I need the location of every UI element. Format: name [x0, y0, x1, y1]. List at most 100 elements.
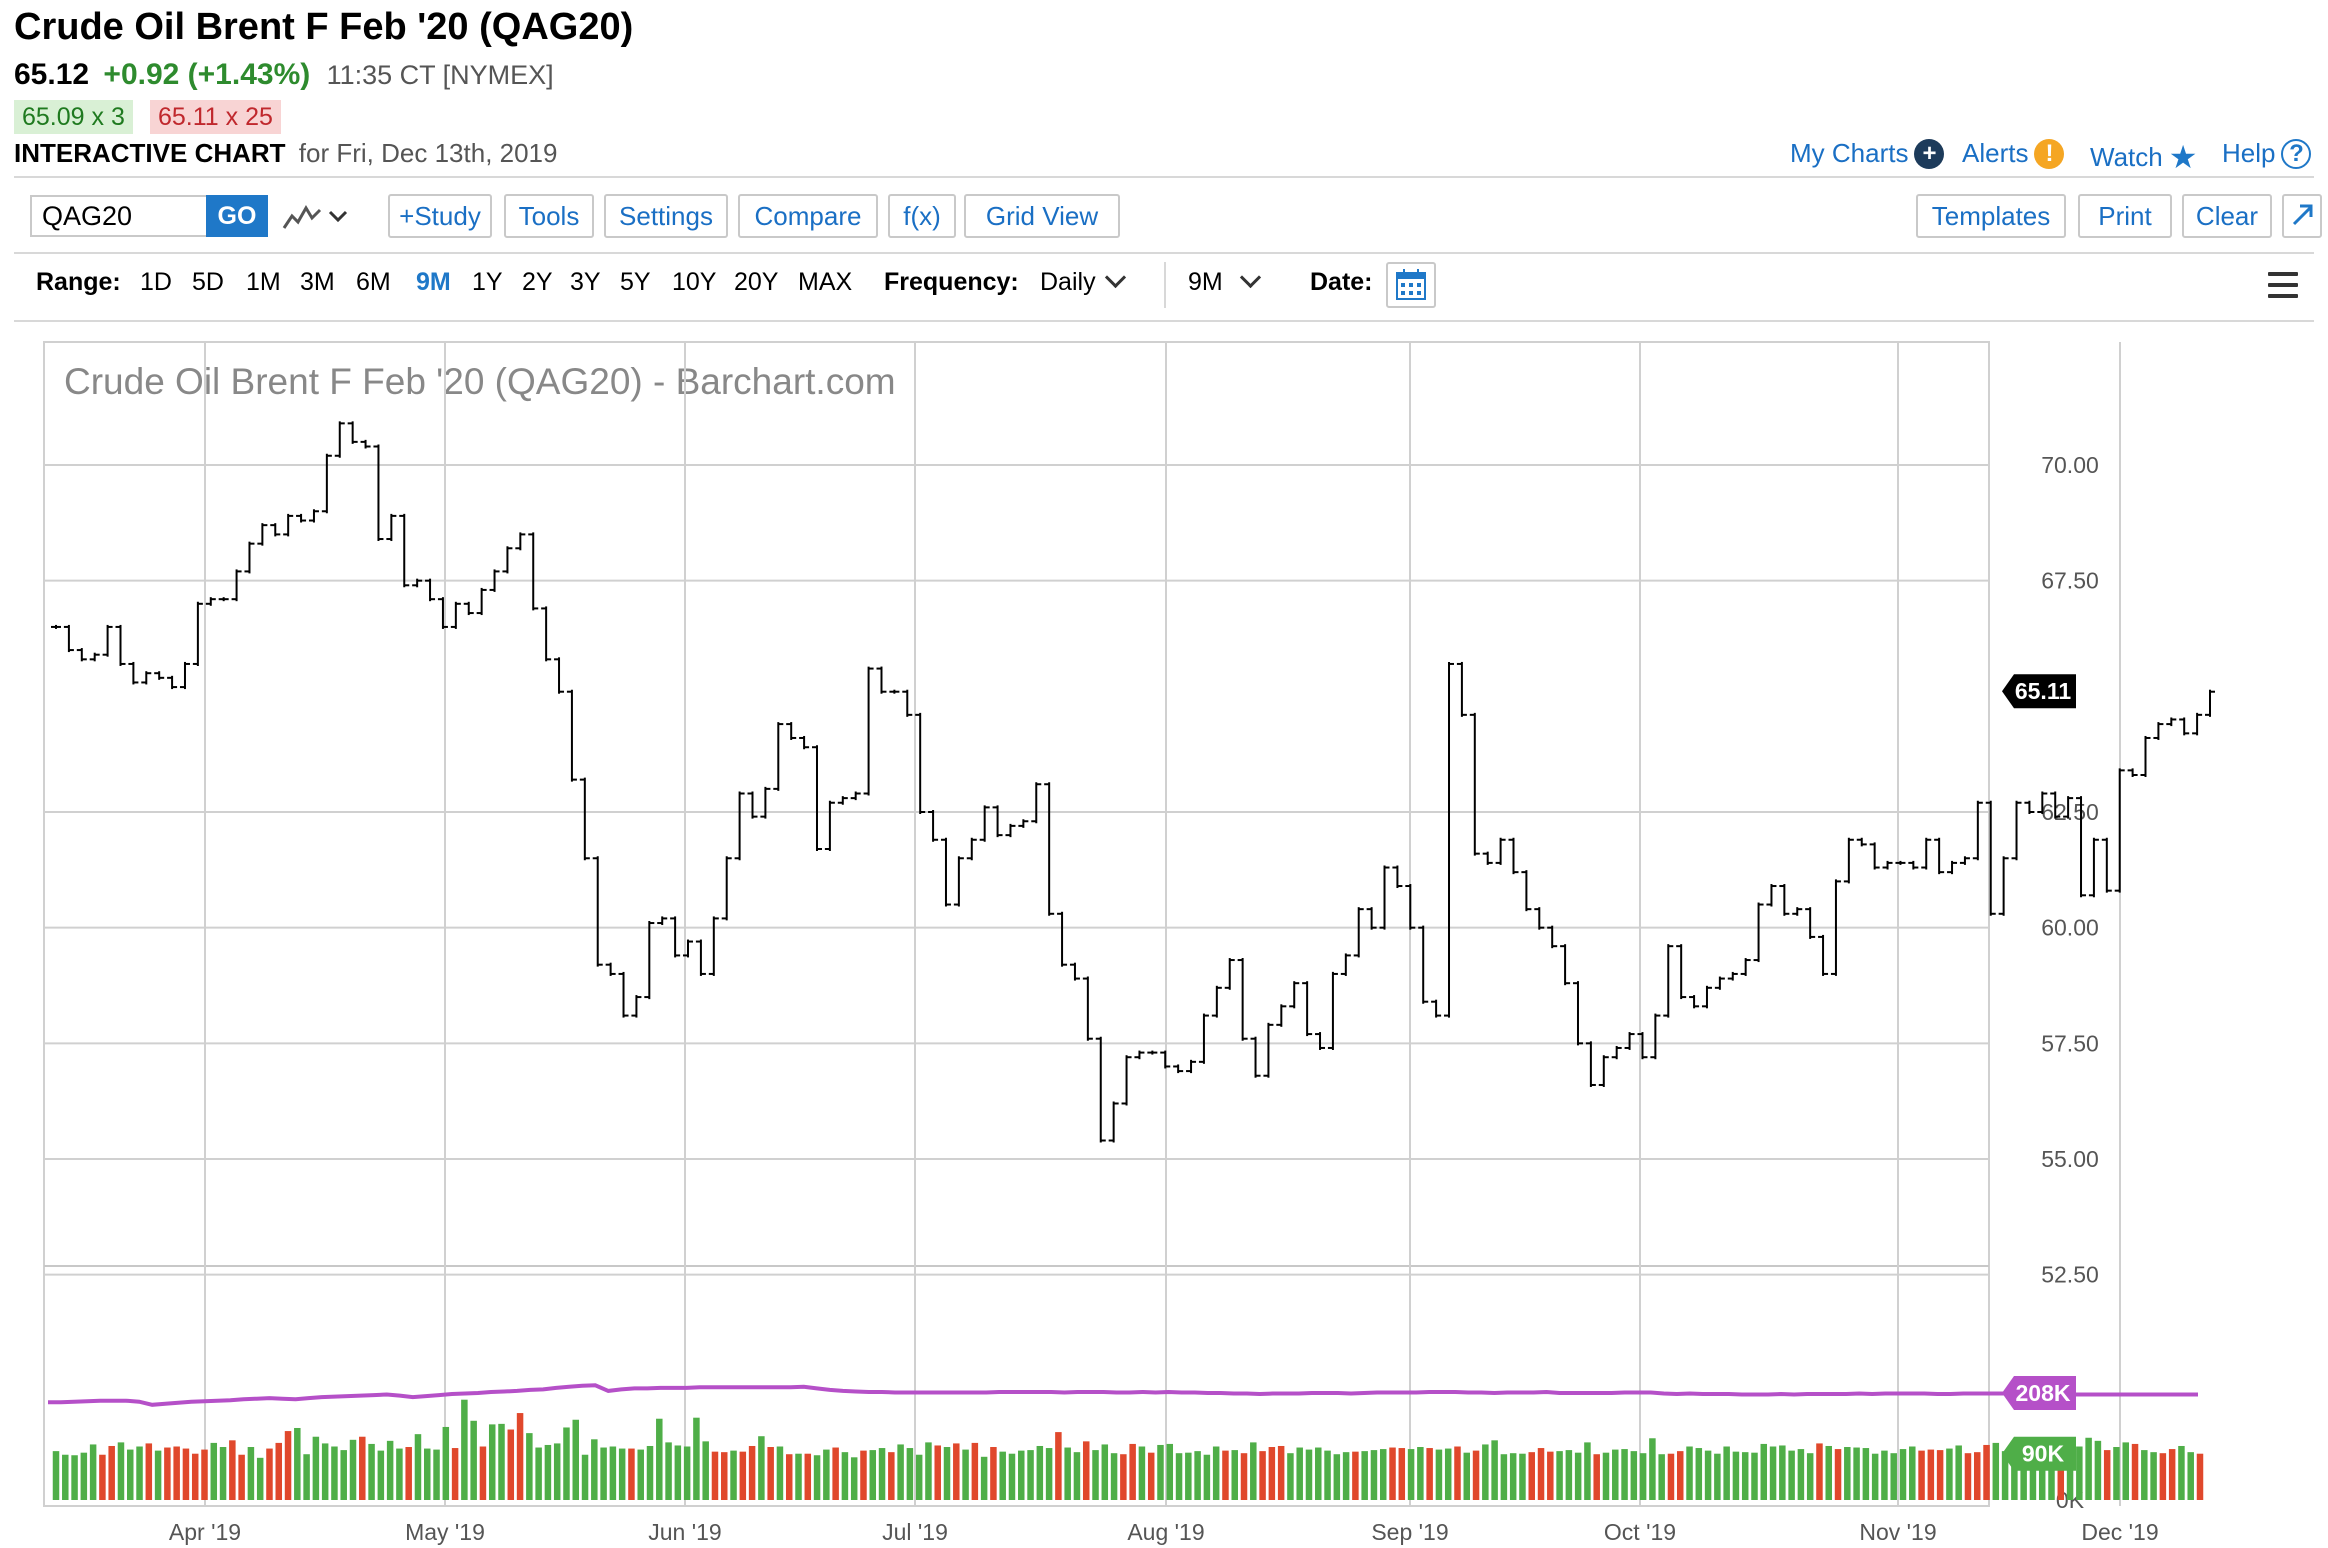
symbol-input[interactable]: [30, 195, 206, 237]
volume-bar: [1482, 1444, 1489, 1500]
volume-bar: [321, 1443, 329, 1500]
volume-average-line: [48, 1383, 2198, 1407]
range-1d[interactable]: 1D: [140, 268, 172, 296]
volume-bar: [2103, 1450, 2111, 1500]
volume-bar: [1082, 1441, 1090, 1500]
period-select[interactable]: 9M: [1188, 266, 1261, 297]
volume-bar: [758, 1436, 765, 1500]
alerts-link[interactable]: Alerts !: [1962, 138, 2065, 169]
volume-bar: [414, 1434, 422, 1500]
volume-bar: [340, 1450, 347, 1500]
hamburger-menu-icon[interactable]: [2268, 272, 2298, 305]
volume-bar: [284, 1431, 292, 1500]
volume-bar: [841, 1452, 849, 1500]
volume-bar: [1008, 1453, 1016, 1500]
volume-bar: [1500, 1454, 1508, 1500]
calendar-button[interactable]: [1386, 262, 1436, 308]
range-5d[interactable]: 5D: [192, 268, 224, 296]
my-charts-link[interactable]: My Charts +: [1790, 138, 1945, 169]
divider: [14, 176, 2314, 178]
volume-bar: [1426, 1448, 1433, 1500]
volume-bar: [405, 1447, 412, 1500]
volume-bar: [1909, 1446, 1916, 1500]
volume-bar: [1194, 1451, 1201, 1500]
volume-bar: [1992, 1442, 2000, 1500]
settings-button[interactable]: Settings: [604, 194, 728, 238]
chart-type-button[interactable]: [280, 198, 350, 234]
volume-bar: [1018, 1450, 1025, 1500]
expand-button[interactable]: [2282, 194, 2322, 238]
question-icon: ?: [2281, 138, 2312, 169]
volume-bar: [1788, 1450, 1795, 1500]
volume-bar: [823, 1449, 830, 1500]
fx-button[interactable]: f(x): [888, 194, 956, 238]
clear-button[interactable]: Clear: [2182, 194, 2272, 238]
volume-bar: [266, 1448, 273, 1500]
last-price-badge: 65.11: [2015, 678, 2071, 704]
volume-bar: [609, 1446, 617, 1500]
price-tick-label: 67.50: [2041, 568, 2099, 594]
volume-bar: [127, 1449, 134, 1500]
grid-view-button[interactable]: Grid View: [964, 194, 1120, 238]
volume-bar: [1472, 1450, 1480, 1500]
chart-title: Crude Oil Brent F Feb '20 (QAG20) - Barc…: [64, 361, 896, 402]
volume-bar: [136, 1446, 143, 1500]
range-6m[interactable]: 6M: [356, 268, 391, 296]
volume-bar: [1816, 1443, 1823, 1500]
volume-bar: [1389, 1447, 1396, 1500]
volume-bar: [990, 1447, 997, 1500]
volume-bar: [1890, 1453, 1897, 1500]
volume-bar: [572, 1419, 580, 1500]
volume-bar: [2066, 1451, 2074, 1500]
expand-arrow-icon: [2292, 204, 2313, 226]
volume-bar: [498, 1423, 505, 1500]
volume-bar: [1844, 1447, 1851, 1500]
volume-bar: [1231, 1450, 1238, 1500]
volume-bar: [535, 1447, 542, 1500]
frequency-select[interactable]: Daily: [1040, 266, 1126, 297]
volume-bar: [1463, 1452, 1471, 1500]
go-button[interactable]: GO: [206, 195, 268, 237]
range-3y[interactable]: 3Y: [570, 268, 601, 296]
range-max[interactable]: MAX: [798, 268, 853, 296]
volume-bar: [1315, 1447, 1322, 1500]
volume-bar: [637, 1449, 644, 1500]
volume-bar: [368, 1443, 375, 1500]
range-1m[interactable]: 1M: [246, 268, 281, 296]
templates-button[interactable]: Templates: [1916, 194, 2066, 238]
range-20y[interactable]: 20Y: [734, 268, 779, 296]
watch-link[interactable]: Watch ★: [2090, 138, 2197, 176]
volume-bar: [1686, 1446, 1693, 1500]
volume-bar: [1324, 1450, 1331, 1500]
compare-button[interactable]: Compare: [738, 194, 878, 238]
volume-bar: [1212, 1446, 1220, 1500]
range-5y[interactable]: 5Y: [620, 268, 651, 296]
axis-badges: 65.11 208K 90K: [2002, 674, 2076, 1471]
range-10y[interactable]: 10Y: [672, 268, 717, 296]
volume-bar: [238, 1454, 245, 1500]
tools-button[interactable]: Tools: [504, 194, 594, 238]
study-button[interactable]: +Study: [388, 194, 492, 238]
volume-bar: [1101, 1444, 1109, 1500]
volume-bar: [2076, 1446, 2083, 1500]
volume-bar: [693, 1417, 700, 1500]
volume-bar: [646, 1445, 654, 1500]
volume-bar: [2057, 1449, 2065, 1500]
volume-bar: [906, 1448, 914, 1500]
volume-bar: [62, 1454, 69, 1500]
price-tick-label: 60.00: [2041, 915, 2099, 941]
volume-bar: [897, 1444, 904, 1500]
my-charts-label: My Charts: [1790, 138, 1909, 168]
frequency-label: Frequency:: [884, 268, 1019, 296]
range-3m[interactable]: 3M: [300, 268, 335, 296]
help-link[interactable]: Help ?: [2222, 138, 2312, 169]
volume-bar: [303, 1454, 310, 1500]
volume-bar: [553, 1443, 561, 1500]
print-button[interactable]: Print: [2078, 194, 2172, 238]
volume-bar: [1361, 1451, 1368, 1500]
range-2y[interactable]: 2Y: [522, 268, 553, 296]
range-1y[interactable]: 1Y: [472, 268, 503, 296]
range-9m[interactable]: 9M: [416, 268, 451, 296]
volume-bar: [739, 1451, 747, 1500]
